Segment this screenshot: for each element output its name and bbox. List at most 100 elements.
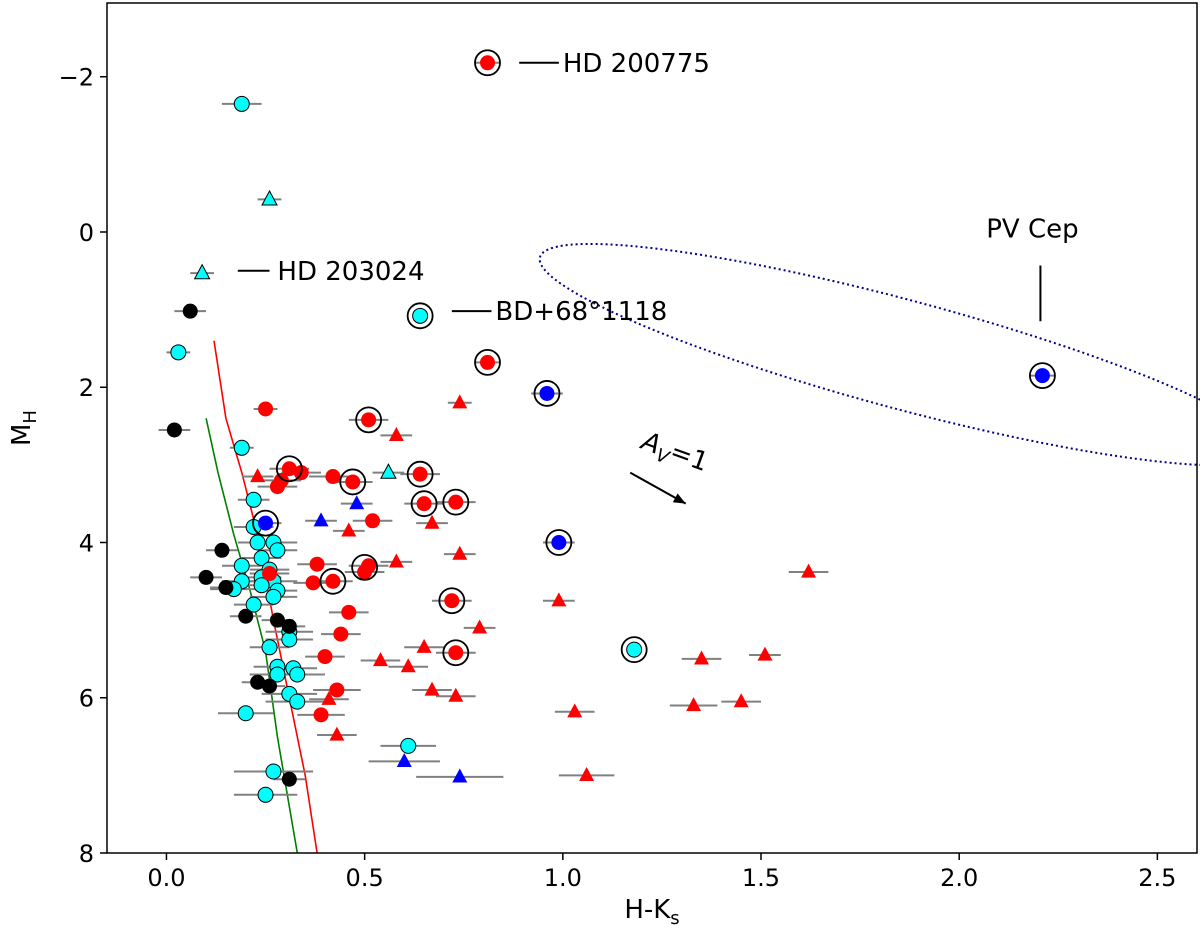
data-point-red-circle	[365, 513, 381, 529]
data-point-red-circle	[258, 401, 274, 417]
data-point-cyan-triangle	[380, 463, 397, 479]
data-point-red-circle	[305, 575, 321, 591]
highlight-ring	[410, 490, 438, 518]
data-point-black-circle	[262, 678, 278, 694]
highlight-ring	[533, 380, 561, 407]
x-tick-label: 0.0	[147, 864, 185, 892]
ellipse-layer	[538, 242, 1200, 467]
data-point-red-triangle	[448, 687, 464, 702]
data-point-red-circle	[325, 469, 341, 485]
data-point-red-circle	[329, 682, 345, 698]
ring-layer	[252, 49, 1056, 667]
y-tick-label: 2	[79, 374, 94, 402]
data-point-red-triangle	[321, 690, 337, 705]
data-point-cyan-circle	[245, 596, 262, 613]
data-point-cyan-circle	[412, 307, 429, 324]
pv-cep-ellipse	[538, 242, 1200, 467]
data-point-red-triangle	[424, 681, 440, 696]
data-point-red-triangle	[694, 650, 710, 665]
bd68-label: BD+68°1118	[495, 297, 667, 327]
data-point-red-triangle	[388, 553, 404, 568]
data-point-cyan-circle	[281, 631, 298, 648]
pv-cep-label: PV Cep	[986, 215, 1078, 245]
data-point-cyan-circle	[289, 693, 306, 710]
highlight-ring	[474, 49, 501, 77]
highlight-ring	[275, 455, 303, 483]
data-point-black-circle	[218, 580, 234, 596]
data-point-red-triangle	[757, 646, 773, 661]
data-point-blue-triangle	[396, 753, 412, 768]
y-tick-label: 8	[79, 840, 94, 868]
data-point-cyan-triangle	[193, 263, 211, 280]
y-tick-label: −2	[59, 64, 94, 92]
data-point-red-circle	[341, 604, 357, 620]
data-point-red-triangle	[551, 592, 567, 607]
y-tick-label: 6	[79, 685, 94, 713]
x-tick-label: 2.5	[1138, 864, 1176, 892]
highlight-ring	[442, 639, 470, 667]
data-point-blue-triangle	[313, 512, 329, 527]
data-point-cyan-circle	[170, 344, 187, 361]
data-point-red-circle	[325, 573, 341, 589]
data-point-red-circle	[333, 626, 349, 642]
data-point-red-circle	[416, 496, 432, 512]
extinction-arrow-head	[672, 493, 686, 504]
data-point-red-triangle	[400, 658, 416, 673]
data-point-blue-triangle	[349, 495, 365, 510]
x-axis-label: H-Ks	[624, 895, 679, 929]
x-tick-label: 2.0	[940, 864, 978, 892]
data-point-cyan-circle	[265, 763, 282, 780]
data-point-red-triangle	[801, 563, 817, 578]
data-point-blue-circle	[1034, 368, 1050, 384]
highlight-ring	[438, 587, 466, 615]
highlight-ring	[406, 460, 434, 488]
data-point-blue-circle	[551, 534, 567, 550]
data-point-cyan-circle	[269, 666, 286, 683]
data-point-cyan-triangle	[261, 189, 278, 206]
highlight-ring	[319, 567, 347, 595]
data-point-black-circle	[269, 612, 285, 628]
data-point-black-circle	[166, 422, 182, 438]
data-point-blue-circle	[258, 515, 274, 531]
data-point-red-circle	[444, 593, 460, 609]
highlight-ring	[620, 636, 648, 664]
data-point-cyan-circle	[257, 786, 274, 803]
highlight-ring	[474, 349, 501, 376]
data-point-red-triangle	[250, 468, 266, 483]
x-axis-label-sub: s	[670, 908, 679, 929]
data-point-cyan-circle	[233, 439, 250, 456]
highlight-ring	[351, 553, 379, 581]
data-point-cyan-circle	[261, 639, 278, 656]
hd203024-label: HD 203024	[277, 257, 424, 287]
plot-frame	[106, 2, 1198, 854]
data-point-black-circle	[182, 303, 198, 319]
data-point-red-triangle	[579, 766, 595, 781]
data-point-red-triangle	[416, 638, 432, 653]
x-tick-label: 0.5	[346, 864, 384, 892]
highlight-ring	[442, 488, 470, 516]
data-point-red-circle	[262, 566, 278, 582]
data-point-red-triangle	[452, 394, 468, 409]
x-tick-label: 1.5	[742, 864, 780, 892]
data-point-red-circle	[361, 412, 377, 428]
data-point-cyan-circle	[265, 588, 282, 605]
data-point-red-triangle	[329, 726, 345, 741]
data-point-black-circle	[250, 674, 266, 690]
data-point-cyan-circle	[253, 550, 270, 567]
highlight-ring	[339, 468, 367, 496]
data-point-red-circle	[412, 466, 428, 482]
data-point-red-circle	[345, 474, 361, 490]
data-point-cyan-circle	[626, 641, 643, 658]
data-point-red-triangle	[567, 703, 583, 718]
data-point-red-triangle	[733, 693, 749, 708]
marker-layer	[166, 55, 1050, 803]
data-point-cyan-circle	[400, 737, 417, 754]
highlight-ring	[355, 406, 383, 434]
data-point-cyan-circle	[289, 666, 306, 683]
data-point-cyan-circle	[249, 534, 266, 551]
data-point-black-circle	[214, 542, 230, 558]
y-tick-label: 4	[79, 529, 94, 557]
data-point-red-triangle	[372, 652, 388, 667]
